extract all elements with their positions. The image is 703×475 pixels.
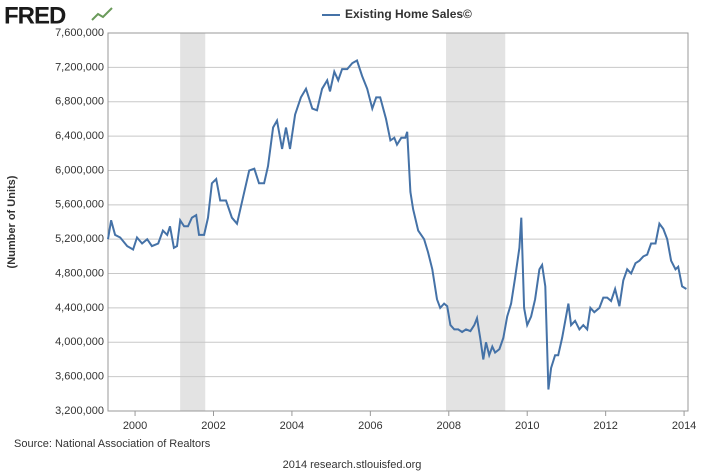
y-tick-label: 7,200,000: [55, 61, 104, 73]
y-tick-label: 4,800,000: [55, 267, 104, 279]
x-tick-label: 2014: [672, 420, 696, 432]
x-tick-label: 2000: [123, 420, 147, 432]
y-tick-label: 6,400,000: [55, 130, 104, 142]
x-tick-label: 2012: [593, 420, 617, 432]
recession-band: [180, 33, 206, 411]
x-tick-label: 2010: [515, 420, 539, 432]
x-tick-label: 2002: [201, 420, 225, 432]
y-tick-label: 5,200,000: [55, 233, 104, 245]
footer: 2014 research.stlouisfed.org: [283, 459, 422, 471]
x-tick-label: 2008: [437, 420, 461, 432]
x-tick-label: 2006: [358, 420, 382, 432]
y-tick-label: 6,800,000: [55, 96, 104, 108]
y-tick-label: 7,600,000: [55, 27, 104, 39]
source-note: Source: National Association of Realtors: [14, 438, 211, 450]
brand-logo: FRED: [4, 2, 66, 29]
legend-label: Existing Home Sales©: [345, 7, 472, 21]
series-line: [107, 59, 687, 390]
y-tick-label: 4,400,000: [55, 302, 104, 314]
y-tick-label: 6,000,000: [55, 164, 104, 176]
logo-icon: [91, 7, 113, 21]
x-tick-label: 2004: [280, 420, 304, 432]
y-tick-label: 3,200,000: [55, 405, 104, 417]
plot-border: [107, 32, 689, 412]
recession-band: [446, 33, 506, 411]
y-tick-label: 5,600,000: [55, 199, 104, 211]
y-tick-label: 3,600,000: [55, 371, 104, 383]
y-axis-label: (Number of Units): [6, 175, 18, 268]
y-tick-label: 4,000,000: [55, 336, 104, 348]
